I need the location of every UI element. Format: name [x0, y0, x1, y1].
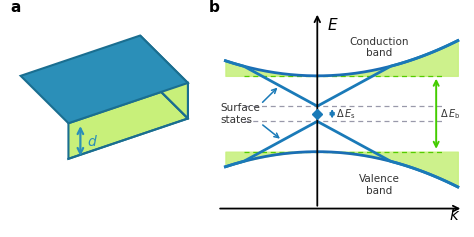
Text: $d$: $d$: [87, 133, 98, 149]
Text: $\Delta\,E_\mathrm{b}$: $\Delta\,E_\mathrm{b}$: [440, 107, 461, 121]
Text: Conduction
band: Conduction band: [350, 36, 409, 58]
Polygon shape: [68, 83, 188, 159]
Text: b: b: [209, 0, 220, 15]
Text: $E$: $E$: [327, 17, 338, 33]
Polygon shape: [140, 36, 188, 118]
Text: $k$: $k$: [449, 207, 460, 223]
Text: $\Delta\,E_\mathrm{s}$: $\Delta\,E_\mathrm{s}$: [336, 107, 356, 121]
Text: Surface
states: Surface states: [220, 103, 260, 125]
Text: Valence
band: Valence band: [359, 174, 400, 196]
Polygon shape: [21, 36, 188, 123]
Text: a: a: [11, 0, 21, 15]
